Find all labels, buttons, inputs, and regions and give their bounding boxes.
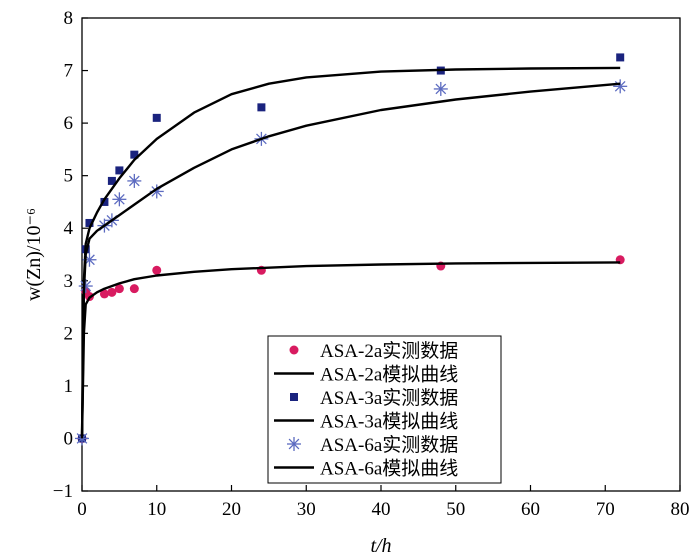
x-tick-label: 10 xyxy=(147,499,166,520)
y-tick-label: 5 xyxy=(64,166,74,187)
x-tick-label: 60 xyxy=(521,499,540,520)
x-tick-label: 20 xyxy=(222,499,241,520)
y-tick-label: 2 xyxy=(64,323,74,344)
data-point-s4 xyxy=(112,192,127,207)
data-point-s0 xyxy=(107,287,117,297)
x-axis-label: t/h xyxy=(370,535,391,557)
x-tick-label: 70 xyxy=(596,499,615,520)
y-tick-label: 6 xyxy=(64,113,74,134)
data-point-s2 xyxy=(107,176,116,185)
legend-label: ASA-2a实测数据 xyxy=(320,340,458,362)
legend-label: ASA-6a模拟曲线 xyxy=(320,458,458,480)
data-point-s2 xyxy=(100,197,109,206)
legend-marker-swatch xyxy=(287,437,301,451)
data-point-s2 xyxy=(130,150,139,159)
data-point-s4 xyxy=(433,81,448,96)
data-point-s0 xyxy=(99,289,109,299)
data-point-s0 xyxy=(114,284,124,294)
x-tick-label: 30 xyxy=(297,499,316,520)
x-tick-label: 80 xyxy=(671,499,690,520)
legend-label: ASA-3a实测数据 xyxy=(320,387,458,409)
data-point-s4 xyxy=(127,173,142,188)
legend-label: ASA-3a模拟曲线 xyxy=(320,411,458,433)
y-tick-label: −1 xyxy=(53,481,73,502)
legend-box xyxy=(267,335,502,484)
y-tick-label: 3 xyxy=(64,271,74,292)
data-point-s2 xyxy=(257,103,266,112)
legend-label: ASA-2a模拟曲线 xyxy=(320,364,458,386)
data-point-s2 xyxy=(85,218,94,227)
y-tick-label: 0 xyxy=(64,428,74,449)
y-tick-label: 1 xyxy=(64,376,74,397)
data-point-s2 xyxy=(115,166,124,175)
data-point-s0 xyxy=(129,284,139,294)
series-line-5 xyxy=(80,82,621,439)
y-tick-label: 8 xyxy=(64,8,74,29)
x-tick-label: 40 xyxy=(372,499,391,520)
y-tick-label: 7 xyxy=(64,61,74,82)
series-line-1 xyxy=(80,261,621,439)
data-point-s0 xyxy=(152,265,162,275)
x-tick-label: 0 xyxy=(77,499,87,520)
data-point-s2 xyxy=(152,113,161,122)
x-tick-label: 50 xyxy=(446,499,465,520)
data-point-s4 xyxy=(78,279,93,294)
series-line-3 xyxy=(80,66,621,439)
y-axis-label: w(Zn)/10⁻⁶ xyxy=(23,208,45,301)
data-point-s2 xyxy=(616,53,625,62)
legend-marker-swatch xyxy=(289,345,299,355)
y-tick-label: 4 xyxy=(64,218,74,239)
legend-label: ASA-6a实测数据 xyxy=(320,434,458,456)
legend-marker-swatch xyxy=(290,393,298,401)
data-point-s4 xyxy=(613,79,628,94)
